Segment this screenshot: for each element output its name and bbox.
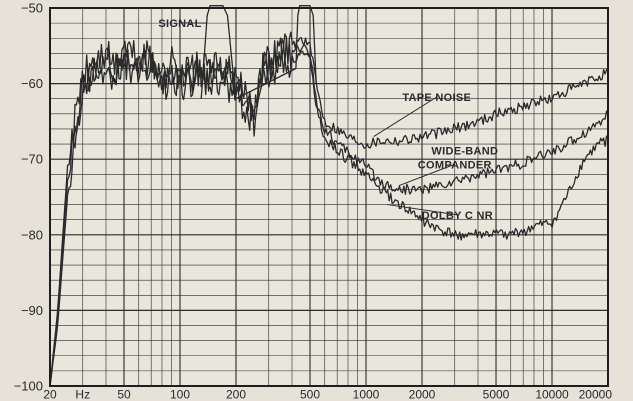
x-tick-label: 2000: [409, 388, 436, 401]
annotation-leader-line: [387, 204, 458, 216]
x-tick-label: 1000: [353, 388, 380, 401]
x-tick-label: 50: [117, 388, 131, 401]
y-axis-ticks: −50 −60 −70 −80 −90 −100: [14, 1, 43, 394]
y-tick-label: −60: [21, 76, 43, 91]
series-group: [49, 5, 609, 387]
x-tick-label: Hz: [75, 388, 90, 401]
x-tick-label: 100: [170, 388, 190, 401]
x-tick-label: 200: [226, 388, 246, 401]
annotation-label: SIGNAL: [158, 18, 201, 30]
y-tick-label: −80: [21, 227, 43, 242]
y-tick-label: −90: [21, 303, 43, 318]
plot-frame: [49, 7, 609, 387]
y-tick-label: −100: [14, 379, 43, 394]
annotation-leader-line: [398, 163, 455, 187]
x-tick-label: 500: [300, 388, 320, 401]
annotation-label: COMPANDER: [418, 159, 492, 171]
x-tick-label: 10000: [535, 388, 569, 401]
series-line-tape-noise: [49, 31, 609, 387]
y-tick-label: −50: [21, 1, 43, 16]
y-tick-label: −70: [21, 152, 43, 167]
annotation-label: WIDE-BAND: [431, 146, 498, 158]
annotation-label: DOLBY C NR: [422, 210, 493, 222]
annotation-label: TAPE NOISE: [402, 92, 471, 104]
series-line-wide-band-compander: [49, 37, 609, 387]
series-line-dolby-c-nr: [49, 50, 609, 387]
x-tick-label: 20: [43, 388, 57, 401]
x-tick-label: 5000: [483, 388, 510, 401]
annotation-leader-line: [373, 96, 437, 137]
series-line-signal: [200, 5, 317, 100]
x-tick-label: 20000: [579, 388, 613, 401]
x-axis-ticks: 20 Hz 50 100 200 500 1000 2000 5000 10000 20000: [43, 388, 612, 401]
